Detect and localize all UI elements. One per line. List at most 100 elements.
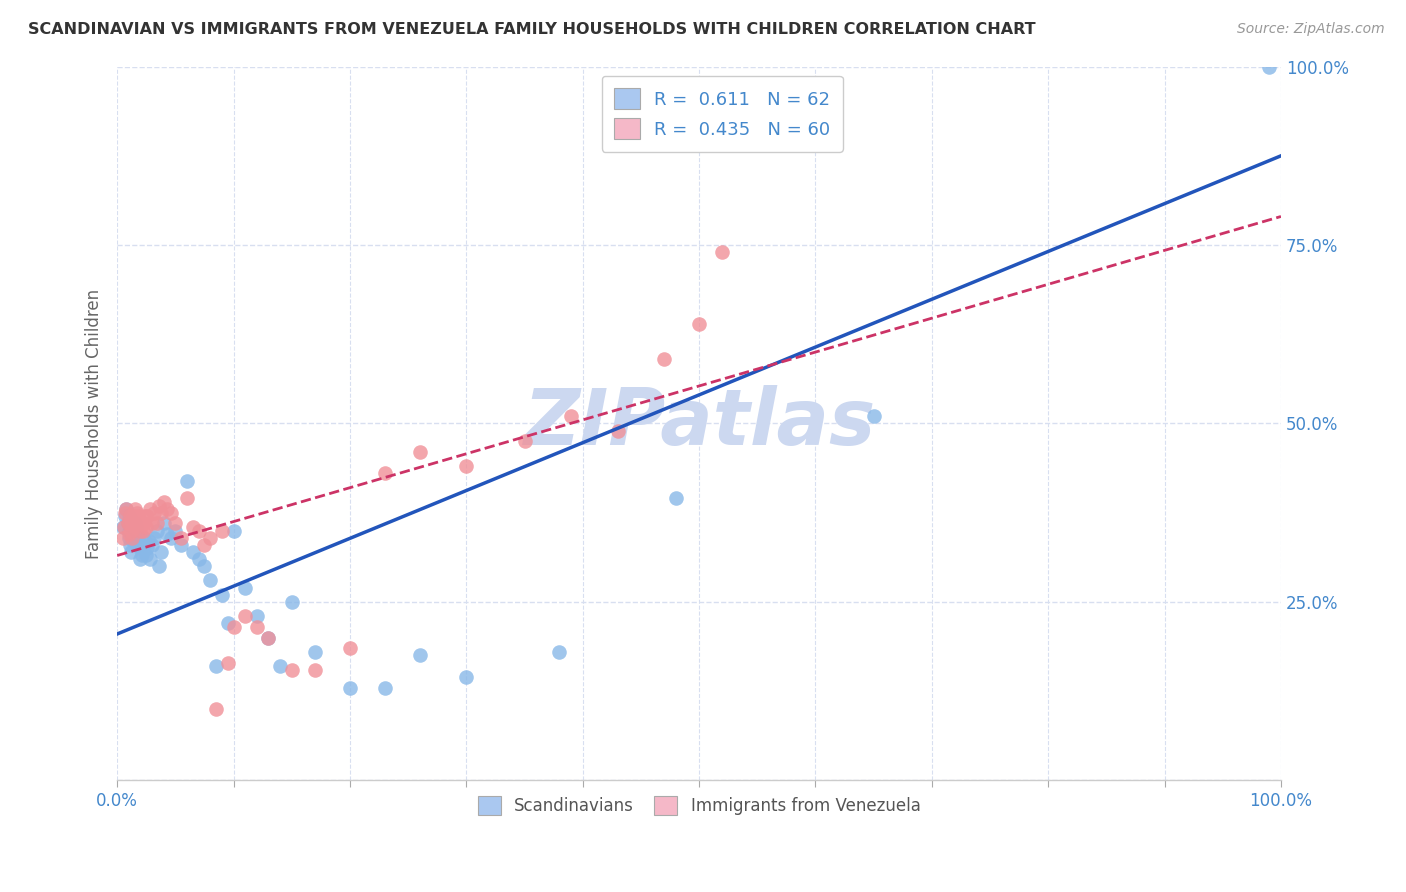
Point (281, 663, 304, 677)
Point (129, 541, 152, 556)
Point (193, 538, 215, 552)
Point (193, 559, 215, 574)
Point (145, 524, 167, 538)
Point (117, 516, 139, 531)
Text: SCANDINAVIAN VS IMMIGRANTS FROM VENEZUELA FAMILY HOUSEHOLDS WITH CHILDREN CORREL: SCANDINAVIAN VS IMMIGRANTS FROM VENEZUEL… (28, 22, 1036, 37)
Point (152, 516, 174, 531)
Point (165, 516, 187, 531)
Point (456, 459, 478, 474)
Point (304, 645, 326, 659)
Point (138, 534, 160, 549)
Point (652, 352, 675, 367)
Point (124, 524, 146, 538)
Point (665, 491, 688, 506)
Point (200, 574, 222, 588)
Point (127, 509, 149, 524)
Point (233, 609, 256, 624)
Point (121, 520, 143, 534)
Point (269, 659, 291, 673)
Point (125, 513, 148, 527)
Point (141, 516, 163, 531)
Point (118, 516, 141, 531)
Point (374, 681, 396, 695)
Point (217, 616, 239, 631)
Point (118, 509, 141, 524)
Point (711, 245, 734, 260)
Point (121, 516, 143, 531)
Point (145, 516, 167, 531)
Point (111, 520, 134, 534)
Point (122, 534, 145, 549)
Point (862, 409, 884, 424)
Point (120, 545, 142, 559)
Point (170, 538, 193, 552)
Point (135, 520, 157, 534)
Point (118, 538, 141, 552)
Y-axis label: Family Households with Children: Family Households with Children (86, 288, 103, 558)
Point (281, 595, 304, 609)
Point (131, 516, 153, 531)
Point (112, 520, 135, 534)
Point (136, 541, 159, 556)
Point (257, 631, 280, 645)
Point (409, 648, 432, 663)
Point (121, 531, 143, 545)
Point (257, 631, 280, 645)
Point (222, 524, 245, 538)
Point (118, 509, 141, 524)
Point (246, 620, 269, 634)
Point (118, 524, 141, 538)
Point (200, 531, 222, 545)
Point (181, 520, 204, 534)
Point (165, 524, 187, 538)
Point (548, 645, 571, 659)
Point (122, 509, 145, 524)
Point (111, 531, 134, 545)
Point (132, 531, 155, 545)
Point (124, 516, 146, 531)
Point (139, 502, 162, 516)
Point (135, 549, 157, 563)
Point (148, 559, 170, 574)
Point (129, 552, 152, 566)
Point (120, 524, 142, 538)
Point (156, 502, 179, 516)
Point (124, 502, 146, 516)
Point (181, 545, 204, 559)
Point (159, 531, 181, 545)
Point (456, 670, 478, 684)
Point (118, 516, 141, 531)
Point (114, 506, 136, 520)
Point (170, 531, 193, 545)
Point (127, 534, 149, 549)
Legend: Scandinavians, Immigrants from Venezuela: Scandinavians, Immigrants from Venezuela (468, 786, 931, 825)
Point (156, 527, 179, 541)
Point (125, 520, 148, 534)
Point (688, 317, 710, 331)
Point (606, 424, 628, 438)
Point (176, 474, 198, 488)
Point (513, 434, 536, 449)
Point (374, 467, 396, 481)
Point (409, 445, 432, 459)
Point (143, 531, 166, 545)
Point (246, 609, 269, 624)
Point (1258, 60, 1281, 74)
Point (560, 409, 582, 424)
Point (120, 527, 142, 541)
Point (115, 502, 138, 516)
Point (233, 581, 256, 595)
Point (150, 506, 173, 520)
Point (222, 620, 245, 634)
Point (136, 509, 159, 524)
Point (159, 506, 181, 520)
Point (118, 527, 141, 541)
Point (176, 491, 198, 506)
Text: Source: ZipAtlas.com: Source: ZipAtlas.com (1237, 22, 1385, 37)
Point (339, 641, 361, 656)
Point (118, 531, 141, 545)
Point (141, 538, 163, 552)
Point (128, 538, 150, 552)
Point (129, 524, 152, 538)
Point (139, 552, 162, 566)
